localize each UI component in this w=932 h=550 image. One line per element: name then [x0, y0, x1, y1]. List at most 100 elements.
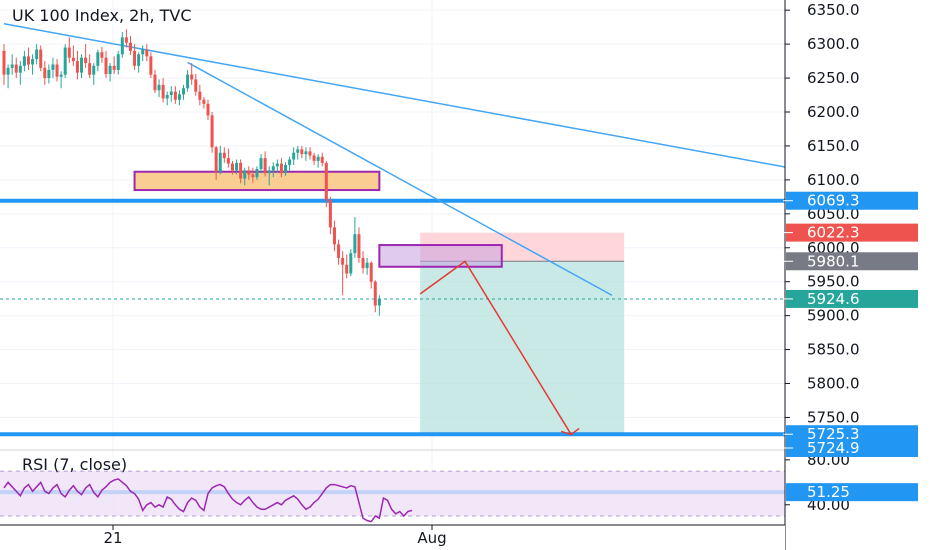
price-tick-label-2: 5850.0 — [807, 341, 860, 359]
candle-body-77 — [316, 156, 320, 161]
candle-body-17 — [71, 57, 75, 62]
candle-body-15 — [63, 47, 67, 75]
price-tick-label-9: 6200.0 — [807, 103, 860, 121]
candle-body-57 — [235, 162, 239, 171]
candle-body-28 — [116, 54, 120, 70]
price-tick-label-5: 6000.0 — [807, 239, 860, 257]
candle-body-48 — [198, 91, 202, 100]
candle-body-54 — [222, 152, 226, 159]
candle-body-7 — [31, 59, 35, 65]
candle-body-70 — [288, 159, 292, 165]
projection-arrow[interactable] — [419, 260, 580, 436]
candle-body-86 — [353, 234, 357, 254]
candle-body-91 — [373, 281, 377, 306]
candle-body-5 — [22, 56, 26, 66]
projection-path — [419, 260, 572, 435]
price-tick-label-7: 6100.0 — [807, 171, 860, 189]
candle-body-1 — [6, 67, 10, 75]
price-tick-label-11: 6300.0 — [807, 35, 860, 53]
candle-body-40 — [165, 95, 169, 99]
rsi-badge — [786, 483, 918, 502]
candle-body-79 — [324, 162, 328, 201]
price-badge-level-4 — [786, 425, 918, 444]
candle-body-11 — [47, 69, 51, 79]
trendline-1 — [187, 61, 613, 296]
candle-body-42 — [173, 91, 177, 100]
candle-body-20 — [84, 57, 88, 64]
chart-title: UK 100 Index, 2h, TVC — [12, 6, 192, 25]
candle-body-10 — [43, 67, 47, 79]
price-tick-label-4: 5950.0 — [807, 273, 860, 291]
price-badge-label-5: 5724.9 — [807, 439, 860, 457]
price-badge-label-2: 5980.1 — [807, 252, 860, 270]
candle-body-50 — [206, 103, 210, 116]
candle-body-2 — [10, 64, 14, 68]
candle-body-87 — [357, 234, 361, 258]
candle-body-8 — [35, 49, 39, 60]
candle-body-12 — [51, 64, 55, 70]
candlestick-series — [0, 29, 785, 316]
zone-1 — [378, 244, 503, 268]
target-zone — [420, 261, 625, 435]
candle-body-55 — [226, 158, 230, 164]
candle-body-41 — [169, 91, 173, 96]
candle-body-0 — [2, 50, 6, 75]
candle-body-47 — [194, 79, 198, 92]
candle-body-72 — [296, 149, 300, 153]
candle-body-56 — [230, 163, 234, 171]
candle-body-46 — [190, 74, 194, 80]
candle-body-34 — [141, 49, 145, 55]
candle-body-84 — [345, 264, 349, 274]
candle-body-4 — [18, 65, 22, 73]
candle-body-83 — [341, 257, 345, 265]
price-badge-level-0 — [786, 191, 918, 210]
candle-body-26 — [108, 65, 112, 74]
candle-body-32 — [133, 50, 137, 66]
candle-body-37 — [153, 74, 157, 91]
candle-body-43 — [177, 94, 181, 100]
candle-body-21 — [88, 63, 92, 75]
time-axis[interactable]: 21 Aug — [0, 524, 785, 550]
price-axis[interactable]: 5750.05800.05850.05900.05950.06000.06050… — [784, 0, 932, 550]
price-badge-level_partial-5 — [786, 439, 918, 457]
rsi-band — [0, 471, 785, 517]
candle-body-65 — [267, 170, 271, 174]
price-badge-label-1: 6022.3 — [807, 224, 860, 242]
candle-body-51 — [210, 115, 214, 148]
candle-body-45 — [186, 74, 190, 89]
price-badge-entry-2 — [786, 252, 918, 271]
candle-body-9 — [39, 49, 43, 68]
candle-body-24 — [100, 52, 104, 58]
price-badge-label-4: 5725.3 — [807, 425, 860, 443]
price-zones[interactable] — [133, 170, 503, 268]
candle-body-69 — [284, 164, 288, 174]
price-tick-label-3: 5900.0 — [807, 307, 860, 325]
candle-body-39 — [161, 84, 165, 99]
candle-body-67 — [275, 163, 279, 167]
rsi-panel — [0, 470, 785, 523]
price-tick-label-8: 6150.0 — [807, 137, 860, 155]
candle-body-22 — [92, 65, 96, 75]
candle-body-90 — [369, 262, 373, 282]
candle-body-30 — [124, 37, 128, 43]
candle-body-23 — [96, 52, 100, 66]
candle-body-16 — [67, 47, 71, 58]
price-badge-label-3: 5924.6 — [807, 290, 860, 308]
candle-body-36 — [149, 56, 153, 75]
candle-body-82 — [337, 244, 341, 258]
candle-body-76 — [312, 155, 316, 161]
candle-body-62 — [255, 169, 259, 178]
rsi-label: RSI (7, close) — [22, 455, 127, 474]
candle-body-13 — [55, 64, 59, 77]
candle-body-6 — [26, 56, 30, 65]
candle-body-38 — [157, 84, 161, 91]
candle-body-58 — [239, 162, 243, 179]
candle-body-31 — [128, 42, 132, 51]
time-tick-label-1: Aug — [417, 529, 446, 547]
time-axis-bg — [0, 525, 785, 550]
candle-body-68 — [279, 163, 283, 174]
candle-body-29 — [120, 37, 124, 55]
candle-body-85 — [349, 253, 353, 274]
time-tick-label-0: 21 — [103, 529, 122, 547]
